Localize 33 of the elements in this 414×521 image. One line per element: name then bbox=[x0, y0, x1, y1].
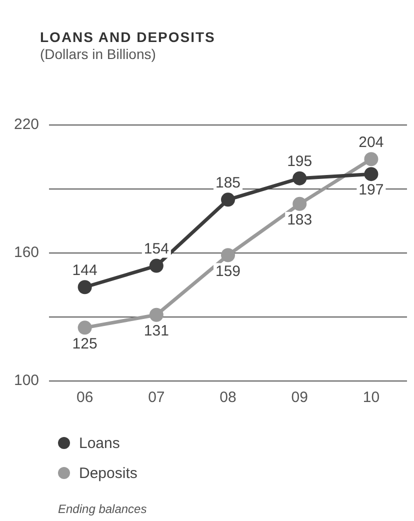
y-tick-label: 100 bbox=[14, 372, 40, 390]
data-label: 125 bbox=[72, 335, 98, 352]
legend-label: Loans bbox=[79, 434, 120, 452]
point bbox=[78, 280, 92, 294]
point bbox=[364, 167, 378, 182]
x-tick-label: 10 bbox=[362, 389, 380, 406]
text: Ending balances bbox=[58, 502, 147, 516]
data-label: 204 bbox=[358, 134, 384, 151]
y-tick-label: 220 bbox=[14, 116, 40, 134]
point bbox=[364, 152, 378, 166]
data-label: 131 bbox=[144, 322, 169, 340]
data-label: 144 bbox=[72, 262, 98, 279]
point bbox=[149, 258, 164, 273]
x-tick-label: 09 bbox=[291, 389, 308, 406]
x-tick-label: 08 bbox=[220, 389, 236, 406]
chart-title: LOANS AND DEPOSITS bbox=[40, 29, 216, 45]
data-label: 185 bbox=[216, 174, 241, 192]
x-tick-label: 07 bbox=[148, 389, 165, 406]
point bbox=[78, 320, 92, 335]
y-tick-label: 160 bbox=[14, 244, 40, 262]
data-label: 183 bbox=[287, 212, 312, 229]
point bbox=[292, 196, 307, 211]
data-label: 154 bbox=[144, 240, 169, 258]
point bbox=[149, 308, 164, 322]
point bbox=[221, 192, 236, 207]
point bbox=[221, 248, 236, 262]
data-label: 197 bbox=[358, 182, 384, 199]
x-tick-label: 06 bbox=[76, 389, 94, 406]
legend-label: Deposits bbox=[79, 464, 138, 482]
point bbox=[292, 171, 307, 186]
data-label: 159 bbox=[216, 262, 241, 280]
data-label: 195 bbox=[287, 152, 312, 170]
chart-subtitle: (Dollars in Billions) bbox=[40, 46, 156, 62]
